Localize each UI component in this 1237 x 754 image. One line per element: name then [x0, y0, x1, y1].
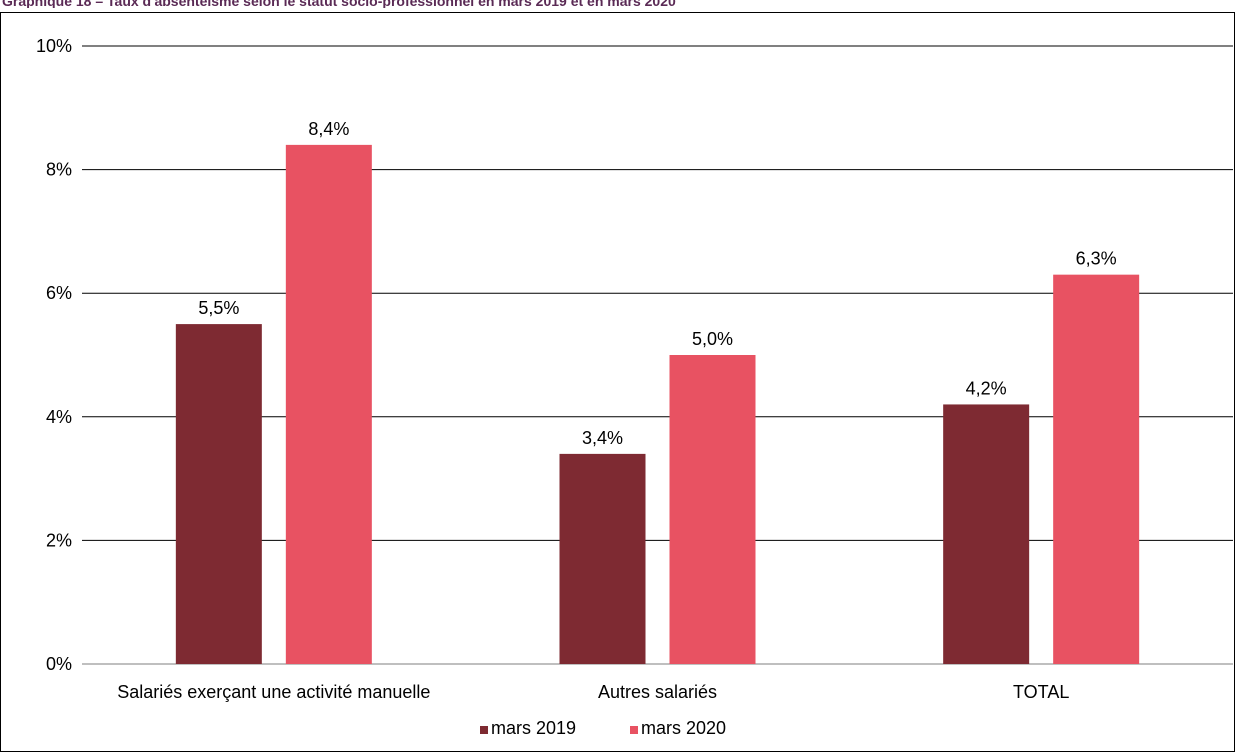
legend-swatch [480, 726, 488, 734]
data-label: 3,4% [582, 428, 623, 448]
bar [175, 324, 262, 664]
bar [669, 355, 756, 664]
data-label: 6,3% [1076, 249, 1117, 269]
category-label: TOTAL [1013, 682, 1069, 702]
data-label: 5,5% [198, 298, 239, 318]
legend-label: mars 2020 [641, 718, 726, 738]
y-tick-label: 8% [46, 160, 72, 180]
chart-title: Graphique 18 – Taux d'absentéisme selon … [2, 0, 676, 8]
x-axis-categories: Salariés exerçant une activité manuelle A… [117, 682, 1069, 702]
legend: mars 2019 mars 2020 [480, 718, 726, 738]
category-label: Autres salariés [598, 682, 717, 702]
data-label: 8,4% [308, 119, 349, 139]
y-tick-label: 2% [46, 530, 72, 550]
y-axis-ticks: 0% 2% 4% 6% 8% 10% [36, 36, 72, 674]
bars [175, 144, 1140, 664]
bar [285, 144, 372, 664]
gridlines [82, 45, 1233, 665]
data-labels: 5,5% 8,4% 3,4% 5,0% 4,2% 6,3% [198, 119, 1116, 448]
y-tick-label: 6% [46, 283, 72, 303]
data-label: 4,2% [966, 378, 1007, 398]
legend-swatch [630, 726, 638, 734]
category-label: Salariés exerçant une activité manuelle [117, 682, 430, 702]
bar [1053, 274, 1140, 664]
y-tick-label: 0% [46, 654, 72, 674]
bar [559, 453, 646, 664]
data-label: 5,0% [692, 329, 733, 349]
chart-frame [0, 12, 1235, 752]
bar [943, 404, 1030, 664]
y-tick-label: 4% [46, 407, 72, 427]
legend-label: mars 2019 [491, 718, 576, 738]
y-tick-label: 10% [36, 36, 72, 56]
